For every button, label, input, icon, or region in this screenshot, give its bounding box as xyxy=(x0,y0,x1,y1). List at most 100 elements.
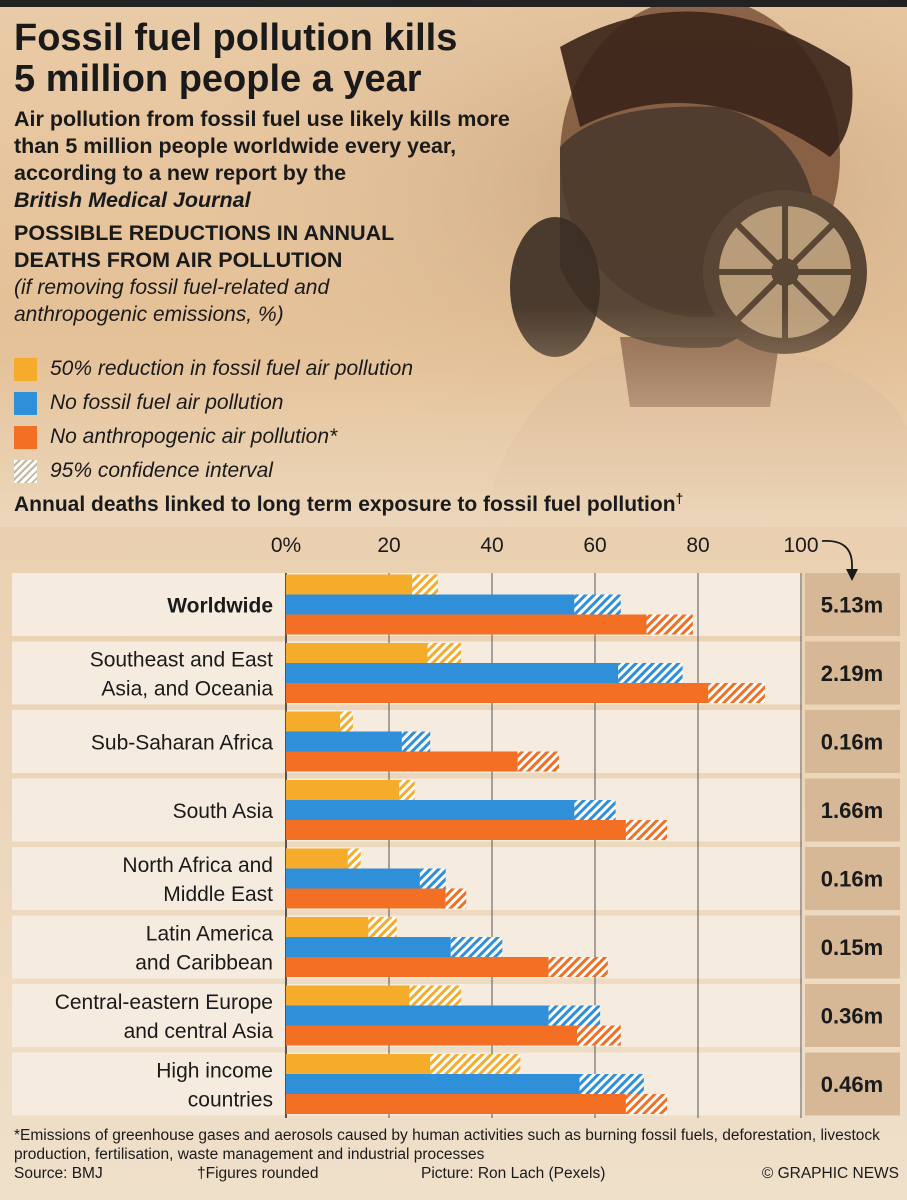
category-label: High income xyxy=(156,1060,273,1083)
section-title-line-1: POSSIBLE REDUCTIONS IN ANNUAL xyxy=(14,221,395,245)
bar-yellow xyxy=(286,780,400,800)
ci-orange xyxy=(625,820,668,840)
category-label: Southeast and East xyxy=(90,649,273,672)
legend-item-no-anthropogenic: No anthropogenic air pollution* xyxy=(14,420,413,454)
bar-yellow xyxy=(286,643,428,663)
legend-item-50pct-reduction: 50% reduction in fossil fuel air polluti… xyxy=(14,352,413,386)
arrow-curve xyxy=(821,540,853,575)
bar-orange xyxy=(286,888,446,909)
x-tick-label: 40 xyxy=(480,534,503,557)
blue-swatch-icon xyxy=(14,391,37,415)
category-label: Sub-Saharan Africa xyxy=(91,732,273,755)
bar-orange xyxy=(286,751,518,772)
bar-orange xyxy=(286,683,709,703)
ci-orange xyxy=(445,888,467,909)
orange-swatch-icon xyxy=(14,425,37,449)
footer: *Emissions of greenhouse gases and aeros… xyxy=(14,1126,899,1183)
headline-line-2: 5 million people a year xyxy=(14,58,422,100)
category-label: countries xyxy=(188,1089,273,1112)
ci-yellow xyxy=(340,711,353,732)
bar-yellow xyxy=(286,711,341,732)
ci-blue xyxy=(548,1005,601,1026)
bar-blue xyxy=(286,1074,580,1094)
category-label: Asia, and Oceania xyxy=(101,678,273,701)
ci-orange xyxy=(517,751,559,772)
headline: Fossil fuel pollution kills 5 million pe… xyxy=(14,18,554,100)
deaths-cell xyxy=(805,915,900,979)
legend-item-confidence-interval: 95% confidence interval xyxy=(14,454,413,488)
category-label: Worldwide xyxy=(167,595,273,618)
ci-blue xyxy=(618,663,683,683)
top-rule xyxy=(0,0,907,7)
ci-blue xyxy=(574,594,621,615)
bar-orange xyxy=(286,1094,626,1114)
ci-yellow xyxy=(412,574,438,595)
deaths-cell xyxy=(805,778,900,842)
x-tick-label: 0% xyxy=(271,534,301,557)
deaths-value: 0.46m xyxy=(821,1072,883,1097)
ci-yellow xyxy=(409,985,462,1006)
chart-title-text: Annual deaths linked to long term exposu… xyxy=(14,493,676,516)
ci-yellow xyxy=(347,848,361,869)
section-note-line-2: anthropogenic emissions, %) xyxy=(14,303,284,326)
bar-orange xyxy=(286,820,626,840)
ci-blue xyxy=(450,937,503,957)
category-label: and Caribbean xyxy=(135,952,273,975)
category-label: Middle East xyxy=(163,883,273,906)
ci-orange xyxy=(625,1094,668,1114)
picture-credit: Picture: Ron Lach (Pexels) xyxy=(421,1165,606,1182)
publisher-credit: © GRAPHIC NEWS xyxy=(761,1165,899,1182)
bar-yellow xyxy=(286,1054,431,1074)
bar-orange xyxy=(286,1025,577,1046)
standfirst-text: Air pollution from fossil fuel use likel… xyxy=(14,107,510,185)
ci-orange xyxy=(646,614,693,635)
bar-yellow xyxy=(286,917,369,937)
ci-orange xyxy=(708,683,765,703)
deaths-value: 0.16m xyxy=(821,867,883,892)
bar-blue xyxy=(286,868,420,889)
section-title-line-2: DEATHS FROM AIR POLLUTION xyxy=(14,248,343,272)
dagger-mark: † xyxy=(675,490,684,506)
headline-line-1: Fossil fuel pollution kills xyxy=(14,17,458,59)
bar-blue xyxy=(286,937,451,957)
ci-yellow xyxy=(430,1054,521,1074)
ci-orange xyxy=(548,957,608,977)
bar-orange xyxy=(286,614,647,635)
category-label: North Africa and xyxy=(122,854,273,877)
bar-orange xyxy=(286,957,549,977)
legend: 50% reduction in fossil fuel air polluti… xyxy=(14,352,413,488)
category-label: and central Asia xyxy=(124,1020,274,1043)
category-label: Latin America xyxy=(146,923,274,946)
bar-yellow xyxy=(286,574,413,595)
deaths-value: 1.66m xyxy=(821,798,883,823)
legend-label: No anthropogenic air pollution* xyxy=(50,425,338,448)
deaths-cell xyxy=(805,710,900,773)
ci-orange xyxy=(576,1025,621,1046)
chart-title: Annual deaths linked to long term exposu… xyxy=(14,490,683,517)
ci-yellow xyxy=(399,780,415,800)
ci-yellow xyxy=(427,643,462,663)
deaths-cell xyxy=(805,847,900,910)
legend-item-no-fossil: No fossil fuel air pollution xyxy=(14,386,413,420)
footnote: *Emissions of greenhouse gases and aeros… xyxy=(14,1127,880,1163)
deaths-value: 0.15m xyxy=(821,935,883,960)
ci-blue xyxy=(579,1074,644,1094)
deaths-cell xyxy=(805,641,900,705)
category-label: Central-eastern Europe xyxy=(55,991,273,1014)
deaths-value: 2.19m xyxy=(821,661,883,686)
rounding-note: †Figures rounded xyxy=(197,1165,319,1182)
deaths-cell xyxy=(805,984,900,1047)
bar-blue xyxy=(286,1005,549,1026)
standfirst: Air pollution from fossil fuel use likel… xyxy=(14,106,554,214)
ci-blue xyxy=(574,800,616,820)
x-tick-label: 80 xyxy=(686,534,709,557)
bar-blue xyxy=(286,663,619,683)
ci-blue xyxy=(419,868,446,889)
x-tick-label: 60 xyxy=(583,534,606,557)
bar-blue xyxy=(286,800,575,820)
deaths-value: 0.16m xyxy=(821,730,883,755)
journal-name: British Medical Journal xyxy=(14,188,251,212)
legend-label: 50% reduction in fossil fuel air polluti… xyxy=(50,357,414,380)
section-note: (if removing fossil fuel-related and ant… xyxy=(14,274,554,328)
credits-line: Source: BMJ †Figures rounded Picture: Ro… xyxy=(14,1164,899,1183)
